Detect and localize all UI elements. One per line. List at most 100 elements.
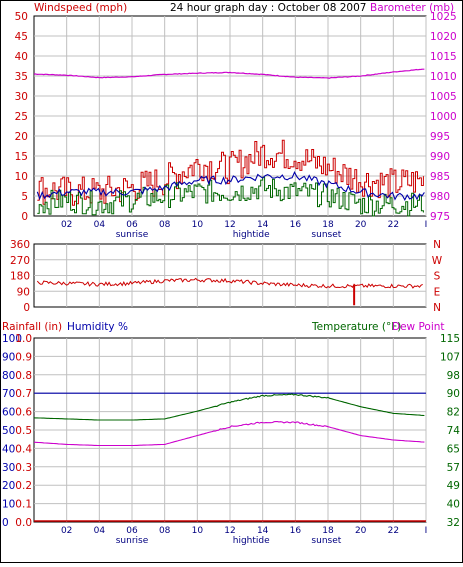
x-tick-label: 14 [257,526,269,536]
humidity-title: Humidity % [67,321,128,333]
wind-y-tick: 10 [15,171,28,183]
baro-y-tick: 1000 [430,111,457,123]
x-tick-label: 22 [388,220,399,230]
x-tick-label: 12 [224,526,235,536]
event-label-sunrise: sunrise [116,536,149,546]
x-tick-label: 10 [192,526,204,536]
humidity-y-tick: 90 [2,351,15,363]
dir-y-tick: 0 [23,302,30,314]
x-tick-label: 06 [126,220,138,230]
baro-y-tick: 1020 [430,31,457,43]
wind-y-tick: 35 [15,71,28,83]
x-tick-label: 16 [290,526,302,536]
barometer-title: Barometer (mb) [370,2,454,14]
humidity-y-tick: 80 [2,370,15,382]
wind-y-tick: 5 [21,191,28,203]
wind-y-tick: 45 [15,31,28,43]
rainfall-y-tick: 0.6 [15,407,32,419]
humidity-y-tick: 70 [2,388,15,400]
wind-y-tick: 40 [15,51,28,63]
series-barometer [34,68,425,79]
rainfall-y-tick: 0.7 [15,388,32,400]
baro-y-tick: 990 [430,151,450,163]
temp-y-tick: 40 [447,499,460,511]
compass-tick: S [434,271,441,283]
x-tick-label: 20 [355,526,367,536]
event-label-sunrise: sunrise [116,230,149,240]
temp-y-tick: 115 [440,333,460,345]
rainfall-y-tick: 0.5 [15,425,32,437]
compass-tick: N [433,239,441,251]
humidity-y-tick: 40 [2,443,15,455]
wind-y-tick: 25 [15,111,28,123]
series-direction [36,277,423,289]
series-dew-point [33,421,425,447]
x-tick-label: 18 [322,220,334,230]
humidity-y-tick: 10 [2,499,15,511]
x-tick-label: 12 [224,220,235,230]
x-tick-label: 10 [192,220,204,230]
baro-y-tick: 995 [430,131,450,143]
baro-y-tick: 980 [430,191,450,203]
event-label-sunset: sunset [311,230,341,240]
rainfall-y-tick: 1.0 [15,333,32,345]
compass-tick: W [432,255,443,267]
baro-y-tick: 1005 [430,91,457,103]
dir-y-tick: 180 [10,271,30,283]
temp-y-tick: 32 [447,517,460,529]
rainfall-y-tick: 0.8 [15,370,32,382]
x-tick-label: 02 [61,220,72,230]
compass-tick: N [433,302,441,314]
dewpoint-title: Dew Point [392,321,445,333]
rainfall-y-tick: 0.3 [15,462,32,474]
dir-y-tick: 90 [17,286,30,298]
x-tick-label: I [425,220,428,230]
temp-y-tick: 107 [440,351,460,363]
humidity-y-tick: 20 [2,480,15,492]
baro-y-tick: 985 [430,171,450,183]
x-tick-label: 14 [257,220,269,230]
humidity-y-tick: 50 [2,425,15,437]
humidity-y-tick: 100 [2,333,22,345]
x-tick-label: 18 [322,526,334,536]
temp-y-tick: 65 [447,443,460,455]
rainfall-y-tick: 0.1 [15,499,32,511]
x-tick-label: 04 [94,220,106,230]
temperature-title: Temperature (°F) [311,321,401,333]
x-tick-label: 16 [290,220,302,230]
x-tick-label: 08 [159,220,171,230]
event-label-sunset: sunset [311,536,341,546]
x-tick-label: I [425,526,428,536]
rainfall-y-tick: 0.2 [15,480,32,492]
event-label-hightide: hightide [233,536,270,546]
temp-y-tick: 82 [447,407,460,419]
wind-y-tick: 20 [15,131,28,143]
baro-y-tick: 1015 [430,51,457,63]
series-average [36,171,425,201]
series-temperature [33,393,425,421]
compass-tick: E [434,286,441,298]
baro-y-tick: 1025 [430,11,457,23]
x-tick-label: 08 [159,526,171,536]
x-tick-label: 22 [388,526,399,536]
humidity-y-tick: 0 [2,517,9,529]
graph-title: 24 hour graph day : October 08 2007 [170,2,366,14]
temp-y-tick: 90 [447,388,460,400]
baro-y-tick: 1010 [430,71,457,83]
humidity-y-tick: 30 [2,462,15,474]
temp-y-tick: 57 [447,462,460,474]
wind-y-tick: 30 [15,91,28,103]
x-tick-label: 02 [61,526,72,536]
humidity-y-tick: 60 [2,407,15,419]
temp-y-tick: 74 [447,425,461,437]
wind-y-tick: 50 [15,11,28,23]
x-tick-label: 06 [126,526,138,536]
rainfall-y-tick: 0.0 [15,517,32,529]
event-label-hightide: hightide [233,230,270,240]
temp-y-tick: 98 [447,370,460,382]
rainfall-y-tick: 0.9 [15,351,32,363]
